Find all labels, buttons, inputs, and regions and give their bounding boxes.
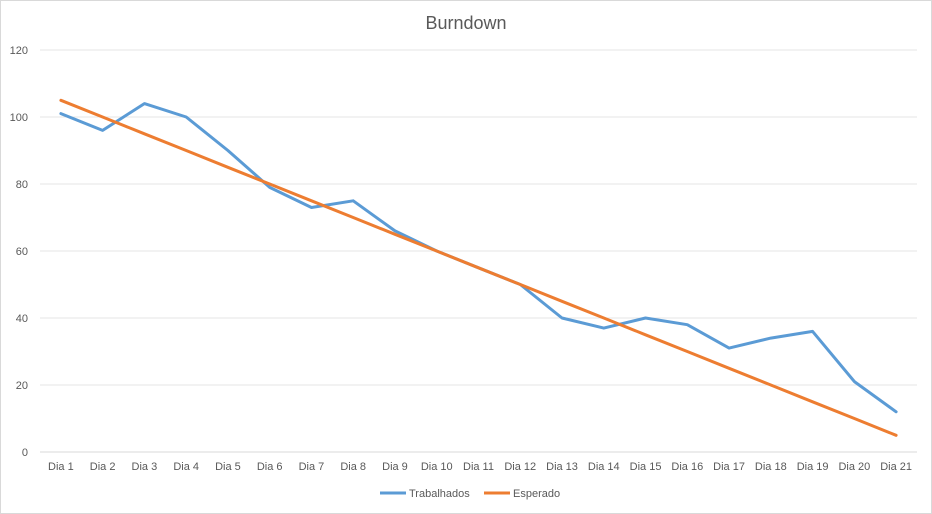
x-tick-label: Dia 4 — [173, 461, 199, 473]
y-tick-label: 100 — [10, 112, 28, 124]
x-tick-label: Dia 19 — [797, 461, 829, 473]
x-tick-label: Dia 3 — [132, 461, 158, 473]
x-tick-label: Dia 16 — [671, 461, 703, 473]
x-tick-label: Dia 1 — [48, 461, 74, 473]
x-tick-label: Dia 10 — [421, 461, 453, 473]
x-tick-label: Dia 18 — [755, 461, 787, 473]
y-tick-label: 0 — [22, 447, 28, 459]
y-tick-label: 20 — [16, 380, 28, 392]
x-tick-label: Dia 20 — [838, 461, 870, 473]
x-tick-label: Dia 9 — [382, 461, 408, 473]
y-tick-label: 40 — [16, 313, 28, 325]
x-tick-label: Dia 2 — [90, 461, 116, 473]
x-tick-label: Dia 6 — [257, 461, 283, 473]
x-tick-label: Dia 5 — [215, 461, 241, 473]
series-line-esperado — [59, 98, 898, 437]
x-tick-label: Dia 21 — [880, 461, 912, 473]
x-tick-label: Dia 12 — [504, 461, 536, 473]
x-tick-label: Dia 11 — [463, 461, 494, 473]
chart-title: Burndown — [425, 13, 506, 33]
legend: Trabalhados Esperado — [380, 488, 560, 500]
legend-label: Trabalhados — [409, 488, 470, 500]
y-tick-label: 120 — [10, 45, 28, 57]
legend-label: Esperado — [513, 488, 560, 500]
y-axis-ticks: 0 20 40 60 80 100 120 — [10, 45, 28, 459]
x-tick-label: Dia 14 — [588, 461, 620, 473]
x-tick-label: Dia 13 — [546, 461, 578, 473]
series-lines — [59, 98, 898, 437]
x-tick-label: Dia 17 — [713, 461, 745, 473]
y-tick-label: 60 — [16, 246, 28, 258]
x-tick-label: Dia 8 — [340, 461, 366, 473]
x-tick-label: Dia 7 — [299, 461, 325, 473]
x-tick-label: Dia 15 — [630, 461, 662, 473]
x-axis-ticks: Dia 1 Dia 2 Dia 3 Dia 4 Dia 5 Dia 6 Dia 7 Dia 8… — [48, 461, 912, 473]
y-tick-label: 80 — [16, 179, 28, 191]
